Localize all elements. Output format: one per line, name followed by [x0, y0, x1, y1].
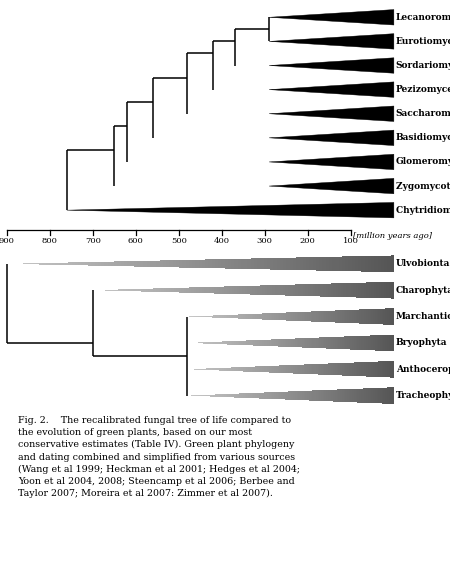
Text: Charophyta: Charophyta: [396, 286, 450, 295]
Text: Ulvobionta: Ulvobionta: [396, 259, 450, 268]
Text: [million years ago]: [million years ago]: [352, 232, 432, 241]
Text: Anthocerophyta: Anthocerophyta: [396, 365, 450, 374]
Polygon shape: [269, 154, 394, 170]
Polygon shape: [269, 130, 394, 145]
Text: Glomeromycota: Glomeromycota: [396, 157, 450, 166]
Text: Sordariomycetes: Sordariomycetes: [396, 61, 450, 70]
Text: 700: 700: [85, 238, 101, 246]
Text: 100: 100: [343, 238, 359, 246]
Polygon shape: [269, 178, 394, 194]
Text: 300: 300: [257, 238, 273, 246]
Polygon shape: [269, 106, 394, 122]
Text: 800: 800: [42, 238, 58, 246]
Polygon shape: [67, 203, 394, 218]
Polygon shape: [269, 10, 394, 25]
Text: Basidiomycota: Basidiomycota: [396, 134, 450, 142]
Text: Chytridiomycota p.p.: Chytridiomycota p.p.: [396, 205, 450, 215]
Text: Zygomycota p.p.: Zygomycota p.p.: [396, 182, 450, 191]
Text: Saccharomycotina: Saccharomycotina: [396, 109, 450, 118]
Text: 500: 500: [171, 238, 187, 246]
Text: Lecanoromycetes: Lecanoromycetes: [396, 13, 450, 22]
Text: Marchantiophyta: Marchantiophyta: [396, 312, 450, 321]
Text: Bryophyta: Bryophyta: [396, 338, 447, 348]
Polygon shape: [269, 34, 394, 49]
Polygon shape: [269, 82, 394, 97]
Text: 900: 900: [0, 238, 14, 246]
Text: 400: 400: [214, 238, 230, 246]
Text: Fig. 2.    The recalibrated fungal tree of life compared to
the evolution of gre: Fig. 2. The recalibrated fungal tree of …: [18, 416, 300, 499]
Text: 600: 600: [128, 238, 144, 246]
Text: 200: 200: [300, 238, 316, 246]
Text: Eurotiomycetes: Eurotiomycetes: [396, 37, 450, 46]
Text: Tracheophyta: Tracheophyta: [396, 391, 450, 400]
Polygon shape: [269, 58, 394, 73]
Text: Pezizomycetes: Pezizomycetes: [396, 85, 450, 94]
